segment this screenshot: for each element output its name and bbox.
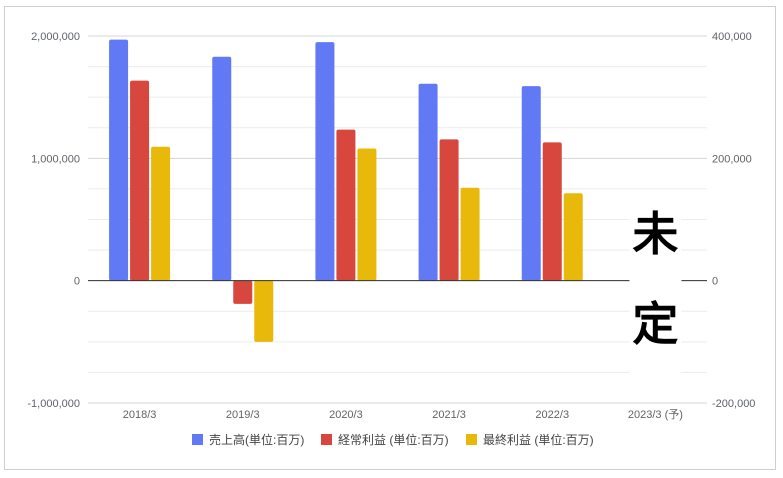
bar-1-1: [233, 280, 253, 304]
x-tick-label: 2019/3: [226, 409, 260, 421]
y-right-tick-label: -200,000: [712, 398, 755, 410]
y-right-tick-label: 200,000: [712, 153, 752, 165]
legend-label: 売上高(単位:百万): [209, 432, 304, 447]
x-tick-label: 2018/3: [123, 409, 157, 421]
x-tick-label: 2023/3 (予): [628, 408, 683, 421]
y-left-tick-label: 1,000,000: [31, 153, 80, 165]
bar-2-4: [563, 193, 583, 281]
y-left-tick-label: -1,000,000: [27, 398, 80, 410]
annotation-label: 未: [632, 207, 678, 261]
bar-2-3: [460, 187, 480, 281]
legend-swatch: [466, 434, 477, 445]
x-tick-label: 2020/3: [329, 409, 363, 421]
annotation-label: 定: [632, 297, 678, 351]
x-tick-label: 2021/3: [432, 409, 466, 421]
bar-1-3: [439, 139, 459, 281]
legend-label: 最終利益 (単位:百万): [483, 432, 594, 447]
bar-0-0: [109, 39, 129, 281]
legend-swatch: [321, 434, 332, 445]
bar-2-0: [151, 146, 171, 281]
annotation-backdrop: [629, 205, 682, 375]
bar-0-3: [418, 83, 438, 281]
bar-2-2: [357, 148, 377, 281]
bar-0-1: [212, 56, 232, 281]
bar-0-4: [521, 86, 541, 281]
bar-1-2: [336, 129, 356, 281]
y-left-tick-label: 0: [74, 276, 80, 288]
bar-0-2: [315, 42, 335, 281]
y-right-tick-label: 0: [712, 276, 718, 288]
bar-1-4: [542, 142, 562, 281]
legend-swatch: [192, 434, 203, 445]
y-right-tick-label: 400,000: [712, 31, 752, 43]
y-left-tick-label: 2,000,000: [31, 31, 80, 43]
bar-2-1: [254, 280, 274, 342]
legend-label: 経常利益 (単位:百万): [338, 432, 449, 447]
x-tick-label: 2022/3: [535, 409, 569, 421]
bar-1-0: [130, 80, 150, 281]
